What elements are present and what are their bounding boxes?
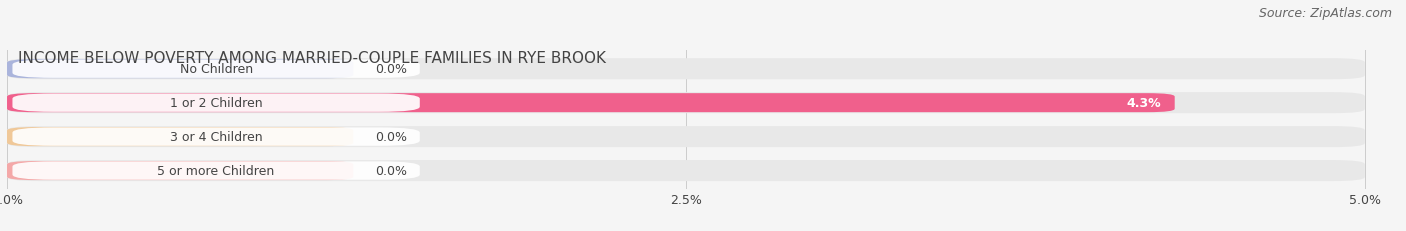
Text: 1 or 2 Children: 1 or 2 Children xyxy=(170,97,263,110)
FancyBboxPatch shape xyxy=(7,94,1174,113)
FancyBboxPatch shape xyxy=(7,161,353,180)
Text: 0.0%: 0.0% xyxy=(375,63,406,76)
Text: Source: ZipAtlas.com: Source: ZipAtlas.com xyxy=(1258,7,1392,20)
Text: 4.3%: 4.3% xyxy=(1126,97,1161,110)
Text: 0.0%: 0.0% xyxy=(375,131,406,143)
Text: 0.0%: 0.0% xyxy=(375,164,406,177)
Text: 3 or 4 Children: 3 or 4 Children xyxy=(170,131,263,143)
FancyBboxPatch shape xyxy=(13,94,420,112)
Text: 5 or more Children: 5 or more Children xyxy=(157,164,274,177)
FancyBboxPatch shape xyxy=(7,160,1365,181)
FancyBboxPatch shape xyxy=(7,128,353,146)
FancyBboxPatch shape xyxy=(13,128,420,146)
FancyBboxPatch shape xyxy=(7,127,1365,148)
FancyBboxPatch shape xyxy=(13,162,420,180)
Text: INCOME BELOW POVERTY AMONG MARRIED-COUPLE FAMILIES IN RYE BROOK: INCOME BELOW POVERTY AMONG MARRIED-COUPL… xyxy=(18,51,606,66)
FancyBboxPatch shape xyxy=(13,60,420,79)
FancyBboxPatch shape xyxy=(7,60,353,79)
FancyBboxPatch shape xyxy=(7,59,1365,80)
Text: No Children: No Children xyxy=(180,63,253,76)
FancyBboxPatch shape xyxy=(7,93,1365,114)
